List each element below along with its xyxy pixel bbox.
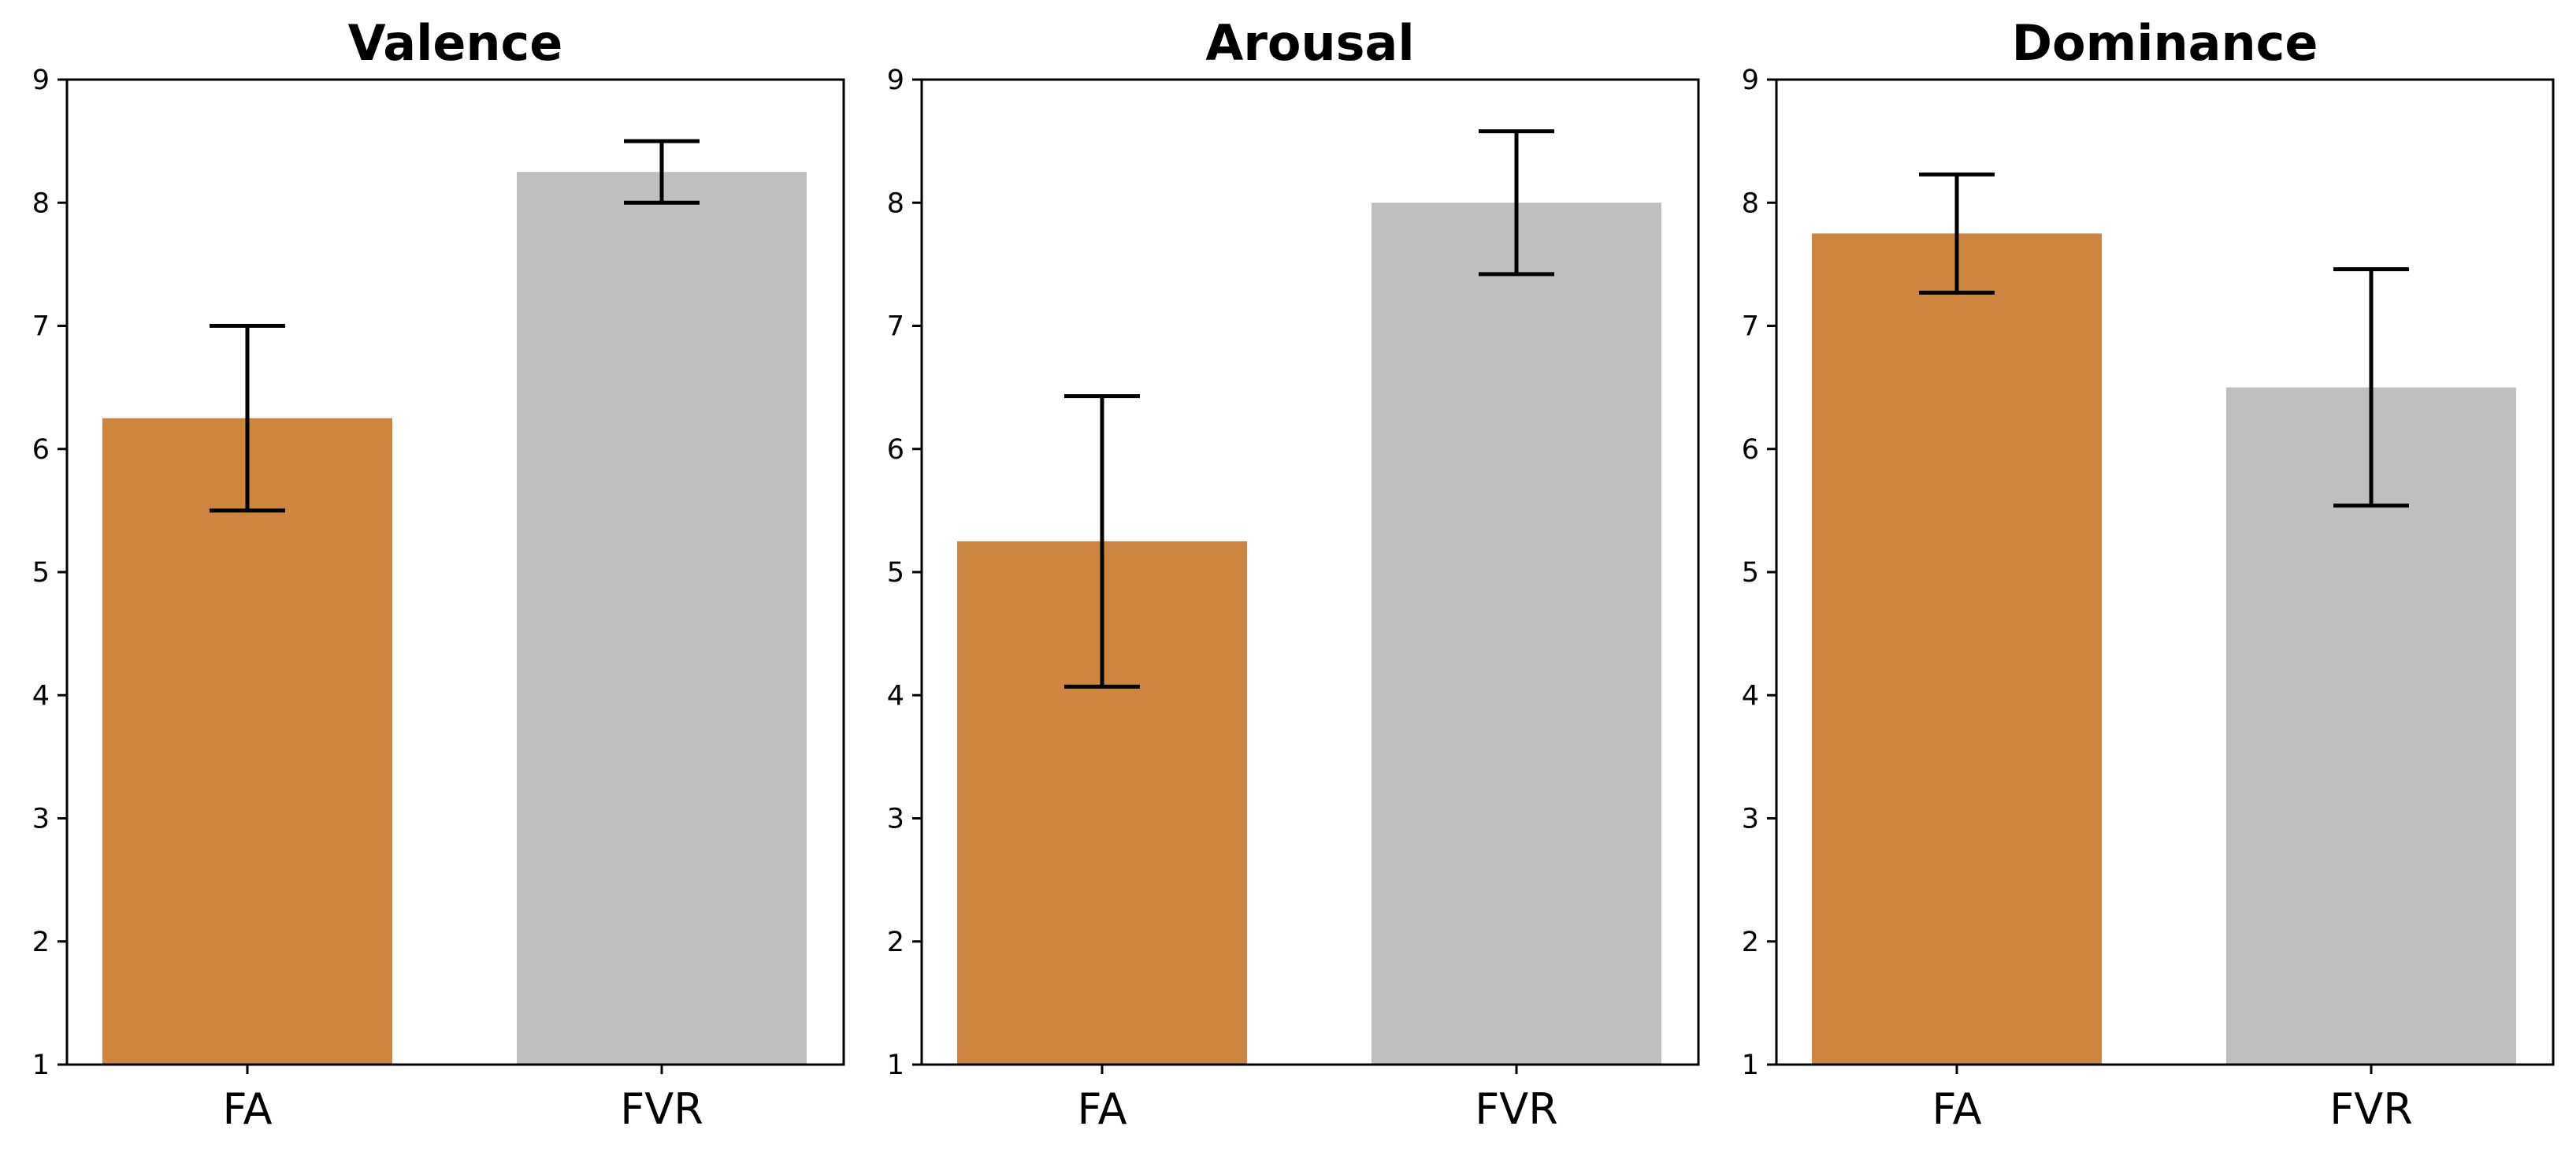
ytick-label: 2	[887, 927, 904, 958]
panel-title: Dominance	[2012, 14, 2318, 72]
xtick-label-fvr: FVR	[2329, 1084, 2413, 1134]
panel-title: Arousal	[1205, 14, 1414, 72]
ytick-label: 4	[32, 680, 50, 712]
ytick-label: 8	[1742, 188, 1759, 219]
ytick-label: 8	[32, 188, 50, 219]
errorbar-fvr	[2333, 267, 2409, 508]
panel-arousal: 1 2 3 4 5 6 7 8 9 FA FVR Arousal	[887, 14, 1700, 1134]
ytick-label: 5	[887, 557, 904, 589]
ytick-label: 9	[32, 65, 50, 96]
xtick-label-fa: FA	[1932, 1084, 1981, 1134]
xtick-label-fvr: FVR	[1475, 1084, 1558, 1134]
ytick-label: 2	[32, 927, 50, 958]
panel-dominance: 1 2 3 4 5 6 7 8 9 FA FVR Dominance	[1742, 14, 2555, 1134]
ytick-label: 4	[887, 680, 904, 712]
ytick-label: 6	[1742, 434, 1759, 466]
errorbar-fvr	[1479, 129, 1554, 277]
errorbar-fa	[210, 324, 285, 513]
ytick-label: 6	[32, 434, 50, 466]
errorbar-fvr	[624, 139, 700, 205]
ytick-label: 9	[1742, 65, 1759, 96]
ytick-label: 5	[1742, 557, 1759, 589]
ytick-label: 1	[887, 1050, 904, 1081]
errorbar-fa	[1064, 394, 1140, 689]
bar-fvr	[517, 172, 807, 1065]
bar-fvr	[1372, 203, 1661, 1065]
ytick-label: 2	[1742, 927, 1759, 958]
ytick-label: 7	[32, 311, 50, 343]
ytick-label: 3	[1742, 804, 1759, 835]
bar-fa	[1812, 233, 2102, 1065]
bar-fa	[102, 418, 392, 1065]
ytick-label: 7	[887, 311, 904, 343]
ytick-label: 5	[32, 557, 50, 589]
ytick-label: 3	[32, 804, 50, 835]
ytick-label: 4	[1742, 680, 1759, 712]
errorbar-fa	[1919, 172, 1995, 295]
ytick-label: 9	[887, 65, 904, 96]
xtick-label-fa: FA	[222, 1084, 272, 1134]
ytick-label: 8	[887, 188, 904, 219]
ytick-label: 7	[1742, 311, 1759, 343]
panel-title: Valence	[348, 14, 563, 72]
ytick-label: 1	[1742, 1050, 1759, 1081]
ytick-label: 1	[32, 1050, 50, 1081]
ytick-label: 6	[887, 434, 904, 466]
panel-valence: 1 2 3 4 5 6 7 8 9 FA FVR Valence	[32, 14, 845, 1134]
ytick-label: 3	[887, 804, 904, 835]
xtick-label-fvr: FVR	[620, 1084, 703, 1134]
xtick-label-fa: FA	[1077, 1084, 1127, 1134]
